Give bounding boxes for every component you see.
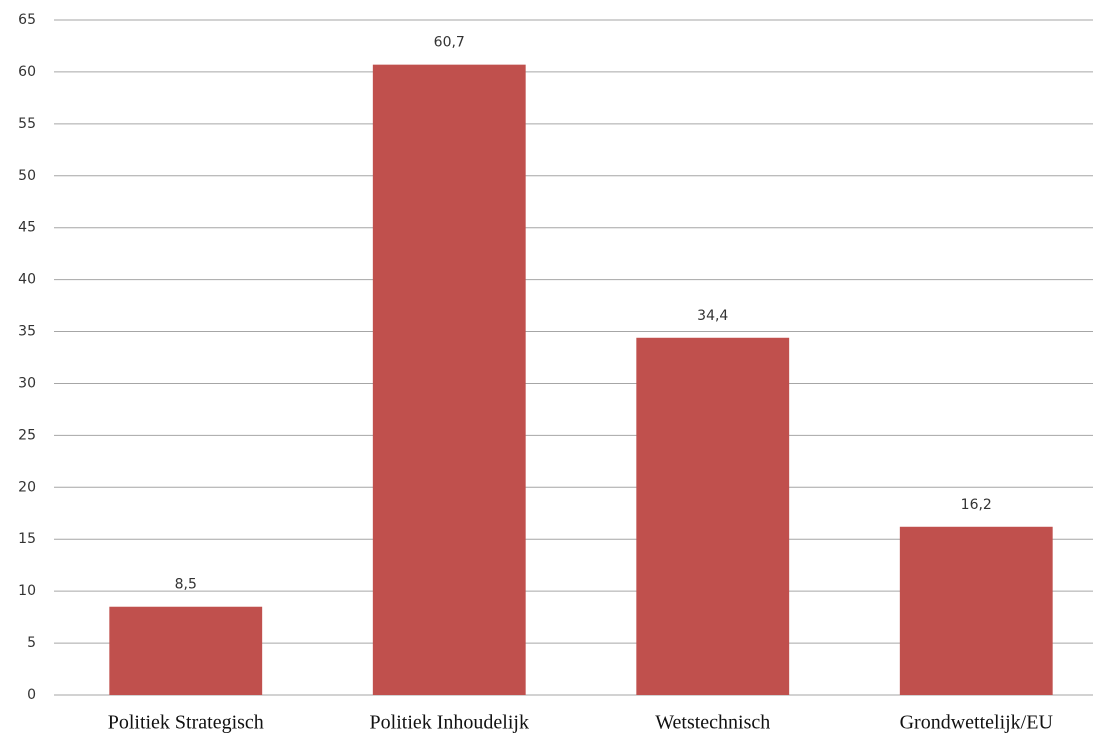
bar bbox=[109, 606, 263, 695]
y-tick-label: 45 bbox=[18, 220, 36, 236]
y-tick-label: 55 bbox=[18, 116, 36, 132]
bar bbox=[372, 64, 526, 695]
bar bbox=[636, 337, 790, 695]
y-tick-label: 35 bbox=[18, 324, 36, 340]
bar bbox=[899, 526, 1053, 695]
y-tick-label: 20 bbox=[18, 479, 36, 495]
data-label: 34,4 bbox=[697, 308, 728, 324]
x-tick-label: Grondwettelijk/EU bbox=[900, 712, 1054, 734]
data-label: 60,7 bbox=[434, 35, 465, 51]
data-label: 8,5 bbox=[175, 577, 197, 593]
x-tick-label: Politiek Inhoudelijk bbox=[370, 712, 529, 734]
y-tick-label: 5 bbox=[27, 635, 36, 651]
y-tick-label: 25 bbox=[18, 427, 36, 443]
y-tick-label: 40 bbox=[18, 272, 36, 288]
y-tick-label: 30 bbox=[18, 375, 36, 391]
x-tick-label: Wetstechnisch bbox=[655, 712, 770, 734]
y-tick-label: 50 bbox=[18, 168, 36, 184]
x-tick-label: Politiek Strategisch bbox=[108, 712, 264, 734]
y-tick-label: 10 bbox=[18, 583, 36, 599]
y-tick-label: 0 bbox=[27, 687, 36, 703]
y-tick-label: 60 bbox=[18, 64, 36, 80]
y-tick-label: 15 bbox=[18, 531, 36, 547]
data-label: 16,2 bbox=[961, 497, 992, 513]
y-tick-label: 65 bbox=[18, 12, 36, 28]
